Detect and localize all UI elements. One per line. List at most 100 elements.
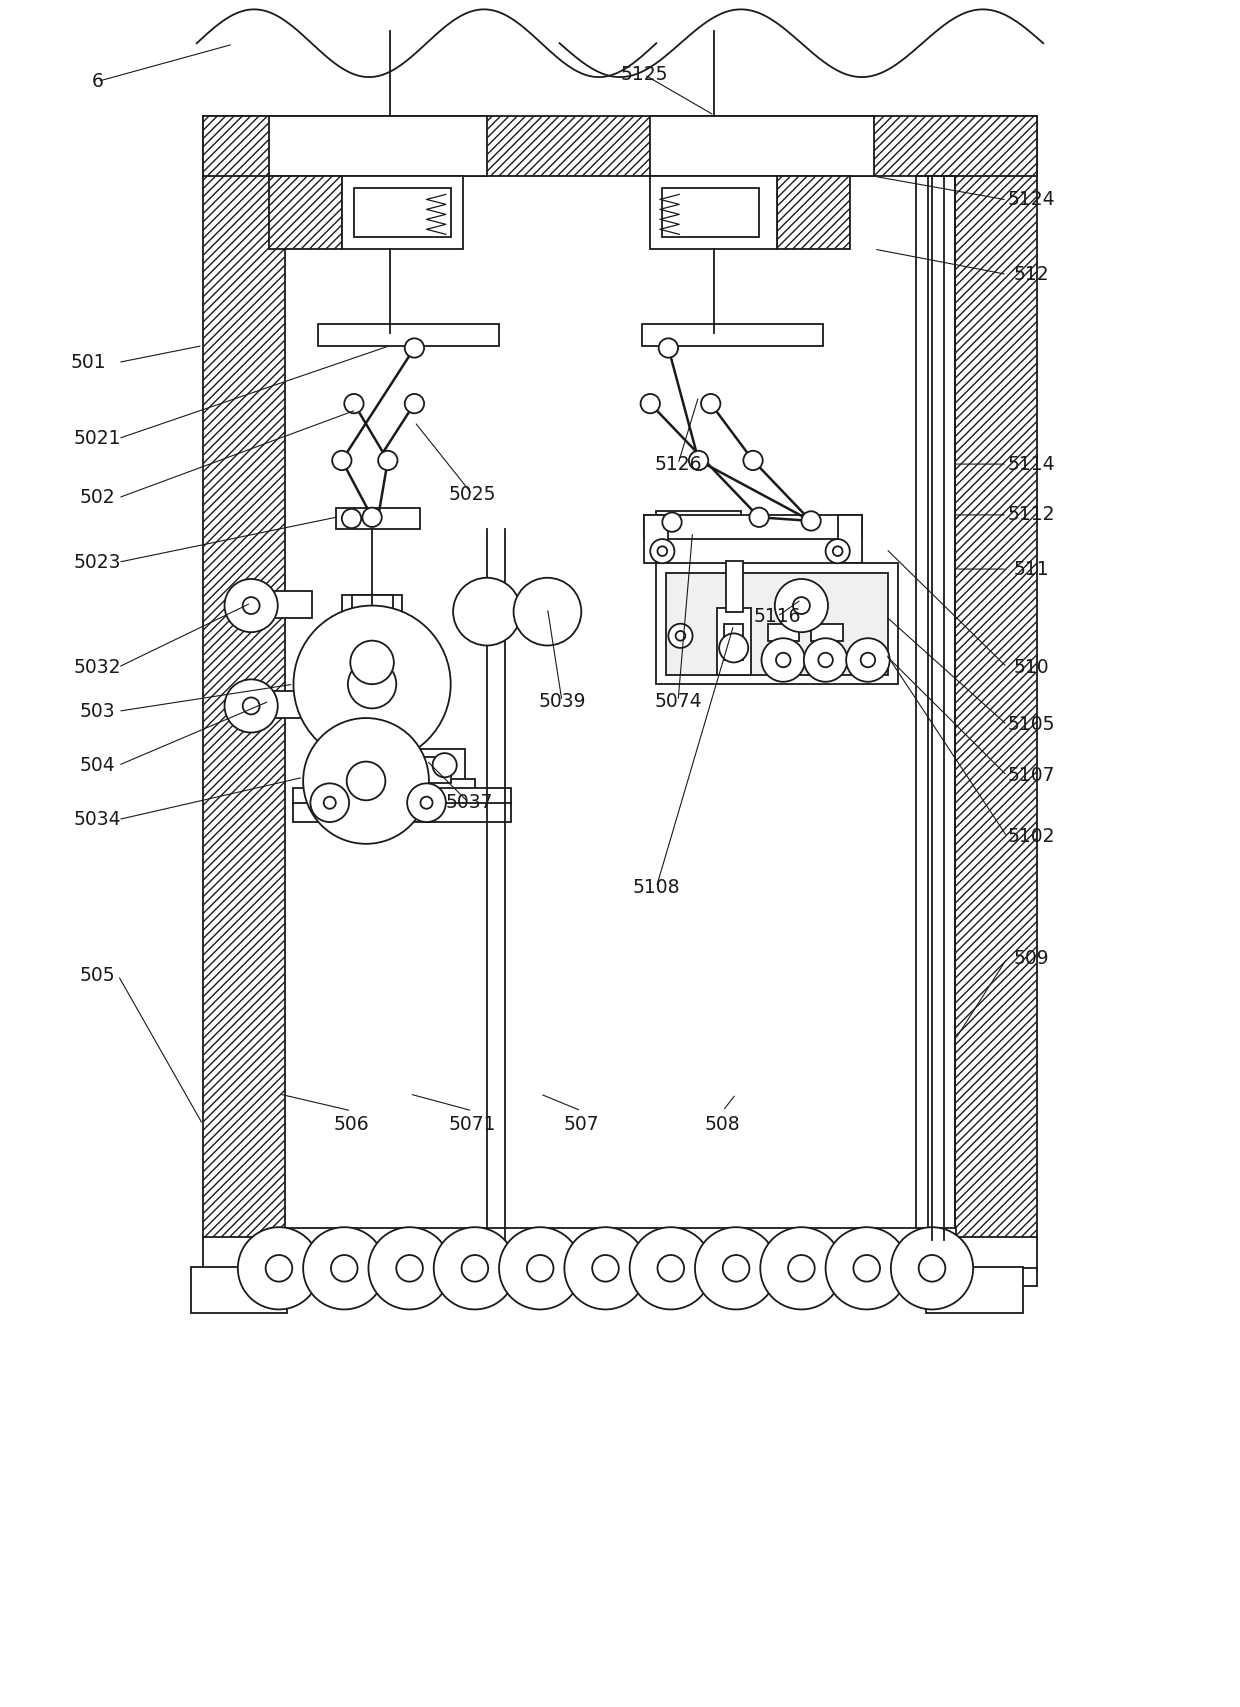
Bar [727, 562, 743, 611]
Circle shape [701, 394, 720, 413]
Text: 512: 512 [1013, 265, 1049, 283]
Circle shape [593, 1255, 619, 1282]
Text: 510: 510 [1013, 657, 1049, 676]
Circle shape [776, 652, 791, 667]
Text: 5023: 5023 [74, 553, 122, 572]
Circle shape [792, 597, 810, 615]
Circle shape [761, 638, 805, 681]
Bar [811, 623, 842, 640]
Bar [351, 594, 393, 620]
Text: 5039: 5039 [538, 691, 585, 710]
Circle shape [801, 512, 821, 531]
Circle shape [662, 512, 682, 533]
Bar [342, 176, 463, 249]
Text: 5102: 5102 [1007, 828, 1055, 847]
Circle shape [265, 1255, 293, 1282]
Bar [203, 116, 1037, 176]
Circle shape [846, 638, 889, 681]
Bar [284, 1229, 956, 1243]
Bar [642, 324, 823, 345]
Circle shape [630, 1227, 712, 1309]
Bar [645, 516, 862, 539]
Circle shape [862, 649, 887, 673]
Bar [294, 789, 511, 806]
Bar [662, 188, 759, 237]
Bar [650, 116, 874, 176]
Circle shape [351, 640, 394, 685]
Circle shape [861, 652, 875, 667]
Bar [650, 176, 777, 249]
Circle shape [378, 451, 398, 469]
Bar [408, 778, 475, 795]
Text: 502: 502 [79, 488, 115, 507]
Bar [916, 176, 955, 1241]
Circle shape [743, 451, 763, 469]
Text: 5037: 5037 [445, 794, 492, 813]
Text: 5107: 5107 [1007, 766, 1055, 785]
Circle shape [420, 797, 433, 809]
Circle shape [804, 638, 847, 681]
Circle shape [434, 1227, 516, 1309]
Text: 5032: 5032 [74, 657, 122, 676]
Bar [378, 756, 450, 784]
Circle shape [303, 719, 429, 843]
Bar [650, 116, 874, 176]
Circle shape [853, 1255, 880, 1282]
Circle shape [453, 577, 521, 645]
Bar [717, 608, 750, 674]
Text: 508: 508 [706, 1115, 740, 1133]
Text: 5108: 5108 [632, 877, 680, 896]
Circle shape [719, 633, 748, 662]
Bar [336, 507, 420, 529]
Bar [768, 623, 799, 640]
Circle shape [694, 1227, 777, 1309]
Bar [687, 609, 711, 628]
Circle shape [348, 661, 397, 708]
Bar [926, 1267, 1023, 1313]
Circle shape [657, 546, 667, 556]
Bar [294, 802, 511, 823]
Circle shape [224, 579, 278, 632]
Text: 5021: 5021 [74, 428, 122, 449]
Text: 511: 511 [1013, 560, 1049, 579]
Bar [724, 623, 743, 661]
Circle shape [775, 579, 828, 632]
Circle shape [498, 1227, 582, 1309]
Bar [342, 594, 402, 615]
Circle shape [919, 1255, 945, 1282]
Text: 5074: 5074 [655, 691, 702, 710]
Bar [645, 516, 668, 563]
Bar [668, 592, 717, 611]
Bar [203, 1238, 1037, 1270]
Circle shape [243, 597, 259, 615]
Bar [191, 1267, 288, 1313]
Text: 5025: 5025 [449, 485, 496, 504]
Bar [838, 516, 862, 563]
Bar [414, 749, 465, 780]
Circle shape [676, 632, 686, 640]
Bar [955, 116, 1037, 1241]
Circle shape [833, 546, 842, 556]
Bar [356, 615, 388, 649]
Text: 5126: 5126 [655, 454, 702, 473]
Circle shape [331, 1255, 357, 1282]
Bar [269, 116, 487, 176]
Bar [656, 563, 898, 685]
Text: 5124: 5124 [1007, 191, 1055, 210]
Circle shape [826, 539, 849, 563]
Text: 507: 507 [563, 1115, 599, 1133]
Text: 5112: 5112 [1007, 505, 1055, 524]
Circle shape [404, 338, 424, 358]
Bar [666, 574, 889, 674]
Circle shape [238, 1227, 320, 1309]
Bar [203, 116, 285, 1241]
Text: 504: 504 [79, 756, 115, 775]
Circle shape [658, 338, 678, 358]
Text: 501: 501 [71, 353, 105, 372]
Circle shape [723, 1255, 749, 1282]
Circle shape [564, 1227, 646, 1309]
Bar [203, 1268, 1037, 1287]
Circle shape [641, 394, 660, 413]
Text: 5071: 5071 [449, 1115, 496, 1133]
Text: 509: 509 [1013, 949, 1049, 968]
